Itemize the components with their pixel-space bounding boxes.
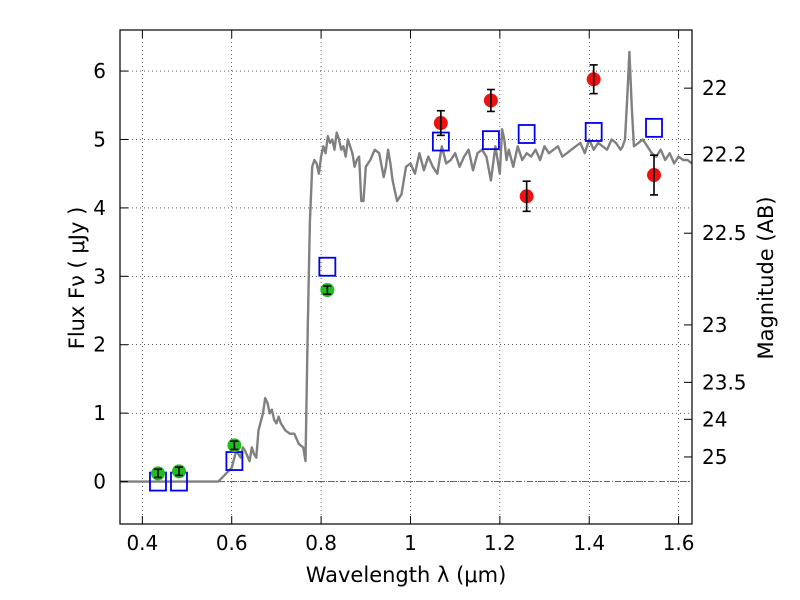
y-tick-label: 5	[93, 127, 106, 151]
y2-tick-label: 22	[702, 76, 727, 100]
y-tick-label: 0	[93, 470, 106, 494]
y2-tick-label: 22.2	[702, 143, 747, 167]
x-tick-label: 1.6	[663, 531, 695, 555]
model-spectrum-line	[120, 50, 693, 483]
y2-tick-label: 24	[702, 407, 727, 431]
model-band-square	[318, 256, 337, 277]
y-tick-label: 3	[93, 264, 106, 288]
y2-tick-label: 23.5	[702, 370, 747, 394]
x-tick-label: 1	[404, 531, 417, 555]
y-tick-label: 1	[93, 401, 106, 425]
plot-area: 0.4 0.6 0.8 1 1.2 1.4 1.601234562222.222.52323…	[93, 29, 747, 555]
plot-frame	[119, 29, 693, 525]
model-band-square	[584, 122, 603, 142]
y2-tick-label: 25	[702, 445, 727, 469]
y-axis-label: Flux Fν ( μJy )	[65, 207, 89, 350]
x-tick-label: 1.4	[573, 531, 605, 555]
y-tick-label: 2	[93, 333, 106, 357]
model-band-square	[645, 117, 663, 138]
x-tick-label: 0.4	[126, 531, 158, 555]
model-band-square	[517, 124, 536, 144]
y2-tick-label: 22.5	[702, 221, 747, 245]
y2-axis-label: Magnitude (AB)	[754, 196, 778, 359]
x-axis-label: Wavelength λ (μm)	[306, 563, 507, 587]
model-band-square	[482, 130, 500, 151]
x-tick-label: 1.2	[484, 531, 516, 555]
y-tick-label: 6	[93, 59, 106, 83]
x-tick-label: 0.6	[216, 531, 248, 555]
y-tick-label: 4	[93, 196, 106, 220]
y2-tick-label: 23	[702, 313, 727, 337]
x-tick-label: 0.8	[305, 531, 337, 555]
